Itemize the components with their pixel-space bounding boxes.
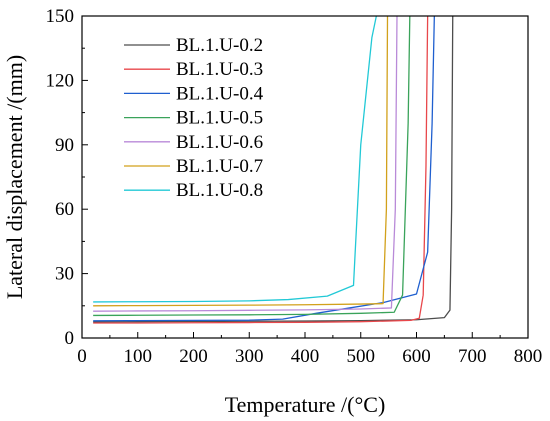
series-line-bl-1-u-0-7 — [93, 16, 389, 307]
y-axis-label: Lateral displacement /(mm) — [2, 55, 27, 299]
y-tick-label: 60 — [55, 199, 74, 220]
x-axis-label: Temperature /(°C) — [225, 392, 386, 417]
x-tick-label: 400 — [291, 346, 320, 367]
x-tick-label: 500 — [347, 346, 376, 367]
y-tick-label: 150 — [46, 6, 75, 27]
y-tick-label: 90 — [55, 135, 74, 156]
series-line-bl-1-u-0-3 — [93, 16, 429, 324]
plot-lines — [93, 16, 454, 324]
y-tick-label: 0 — [65, 328, 75, 349]
legend: BL.1.U-0.2 BL.1.U-0.3 BL.1.U-0.4 BL.1.U-0.5… — [124, 35, 264, 201]
plot-frame — [81, 15, 529, 339]
legend-label: BL.1.U-0.7 — [176, 156, 263, 177]
x-tick-label: 600 — [402, 346, 431, 367]
x-tick-label: 100 — [124, 346, 153, 367]
x-tick-label: 200 — [179, 346, 208, 367]
x-tick-label: 800 — [514, 346, 543, 367]
legend-label: BL.1.U-0.3 — [176, 59, 263, 80]
y-tick-label: 120 — [46, 70, 75, 91]
series-line-bl-1-u-0-4 — [93, 16, 435, 322]
series-line-bl-1-u-0-2 — [93, 16, 454, 323]
legend-label: BL.1.U-0.2 — [176, 35, 263, 56]
series-line-bl-1-u-0-5 — [93, 16, 411, 317]
legend-label: BL.1.U-0.4 — [176, 83, 264, 104]
x-tick-label: 0 — [77, 346, 87, 367]
x-tick-label: 700 — [458, 346, 487, 367]
series-line-bl-1-u-0-8 — [93, 16, 377, 303]
x-ticks: 0 100 200 300 400 500 600 700 800 — [77, 332, 542, 367]
x-tick-label: 300 — [235, 346, 264, 367]
series-line-bl-1-u-0-6 — [93, 16, 398, 312]
legend-label: BL.1.U-0.5 — [176, 108, 263, 129]
legend-label: BL.1.U-0.8 — [176, 180, 263, 201]
y-tick-label: 30 — [55, 264, 74, 285]
y-ticks: 0 30 60 90 120 150 — [46, 6, 88, 349]
legend-label: BL.1.U-0.6 — [176, 132, 263, 153]
